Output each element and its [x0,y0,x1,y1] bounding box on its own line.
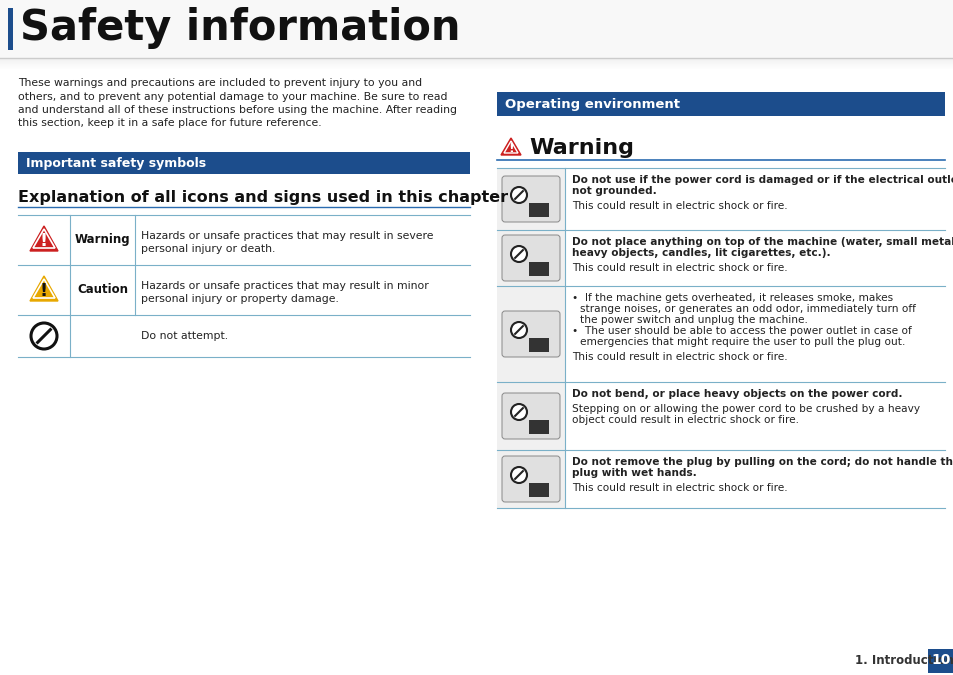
Bar [18,152,470,174]
Bar [0,65,953,66]
Text: Operating environment: Operating environment [504,98,679,111]
Text: This could result in electric shock or fire.: This could result in electric shock or f… [572,201,787,211]
Bar [529,420,548,434]
Text: !: ! [508,142,514,155]
Bar [497,92,944,116]
Text: Do not bend, or place heavy objects on the power cord.: Do not bend, or place heavy objects on t… [572,389,902,399]
Bar [529,262,548,276]
Text: personal injury or property damage.: personal injury or property damage. [141,294,338,304]
Bar [529,338,548,352]
Text: emergencies that might require the user to pull the plug out.: emergencies that might require the user … [579,337,904,347]
Polygon shape [30,226,58,251]
Text: Caution: Caution [77,284,128,296]
Text: Warning: Warning [74,234,131,246]
Text: Do not place anything on top of the machine (water, small metal or: Do not place anything on top of the mach… [572,237,953,247]
FancyBboxPatch shape [501,176,559,222]
Bar [0,63,953,64]
Text: and understand all of these instructions before using the machine. After reading: and understand all of these instructions… [18,105,456,115]
Text: Warning: Warning [529,138,634,158]
Circle shape [511,467,526,483]
Bar [0,59,953,60]
Text: Important safety symbols: Important safety symbols [26,157,206,170]
Bar [0,60,953,61]
Text: the power switch and unplug the machine.: the power switch and unplug the machine. [579,315,807,325]
Text: Do not attempt.: Do not attempt. [141,331,228,341]
Text: This could result in electric shock or fire.: This could result in electric shock or f… [572,352,787,362]
Bar [927,649,953,673]
Text: Hazards or unsafe practices that may result in minor: Hazards or unsafe practices that may res… [141,281,428,291]
Bar [0,68,953,69]
Text: Do not use if the power cord is damaged or if the electrical outlet is: Do not use if the power cord is damaged … [572,175,953,185]
Text: Hazards or unsafe practices that may result in severe: Hazards or unsafe practices that may res… [141,231,433,241]
Circle shape [30,323,57,349]
Text: Explanation of all icons and signs used in this chapter: Explanation of all icons and signs used … [18,190,508,205]
Bar [0,61,953,62]
Circle shape [511,187,526,203]
Text: heavy objects, candles, lit cigarettes, etc.).: heavy objects, candles, lit cigarettes, … [572,248,830,258]
Circle shape [511,322,526,338]
Text: •  If the machine gets overheated, it releases smoke, makes: • If the machine gets overheated, it rel… [572,293,892,303]
Bar [0,64,953,65]
Bar [497,382,564,450]
Text: These warnings and precautions are included to prevent injury to you and: These warnings and precautions are inclu… [18,78,421,88]
Bar [0,67,953,68]
Bar [497,168,564,230]
Text: personal injury or death.: personal injury or death. [141,244,275,254]
Bar [497,230,564,286]
Bar [529,483,548,497]
Polygon shape [500,138,520,155]
Text: others, and to prevent any potential damage to your machine. Be sure to read: others, and to prevent any potential dam… [18,92,447,101]
Bar [497,450,564,508]
Circle shape [511,404,526,420]
Text: 10: 10 [930,653,950,667]
Text: This could result in electric shock or fire.: This could result in electric shock or f… [572,263,787,273]
Text: •  The user should be able to access the power outlet in case of: • The user should be able to access the … [572,326,911,336]
Circle shape [511,246,526,262]
FancyBboxPatch shape [501,235,559,281]
Bar [0,62,953,63]
Text: This could result in electric shock or fire.: This could result in electric shock or f… [572,483,787,493]
Text: !: ! [40,232,48,250]
Text: this section, keep it in a safe place for future reference.: this section, keep it in a safe place fo… [18,119,321,128]
Text: 1. Introduction: 1. Introduction [854,654,953,667]
Text: object could result in electric shock or fire.: object could result in electric shock or… [572,415,799,425]
Text: Do not remove the plug by pulling on the cord; do not handle the: Do not remove the plug by pulling on the… [572,457,953,467]
FancyBboxPatch shape [501,311,559,357]
FancyBboxPatch shape [501,393,559,439]
Text: not grounded.: not grounded. [572,186,656,196]
Text: plug with wet hands.: plug with wet hands. [572,468,696,478]
Bar [8,8,13,50]
Text: Safety information: Safety information [20,7,460,49]
Polygon shape [30,276,58,301]
Bar [0,0,953,58]
Bar [497,286,564,382]
Text: Stepping on or allowing the power cord to be crushed by a heavy: Stepping on or allowing the power cord t… [572,404,919,414]
Bar [0,66,953,67]
Bar [529,203,548,217]
FancyBboxPatch shape [501,456,559,502]
Text: strange noises, or generates an odd odor, immediately turn off: strange noises, or generates an odd odor… [579,304,915,314]
Text: !: ! [40,282,48,300]
